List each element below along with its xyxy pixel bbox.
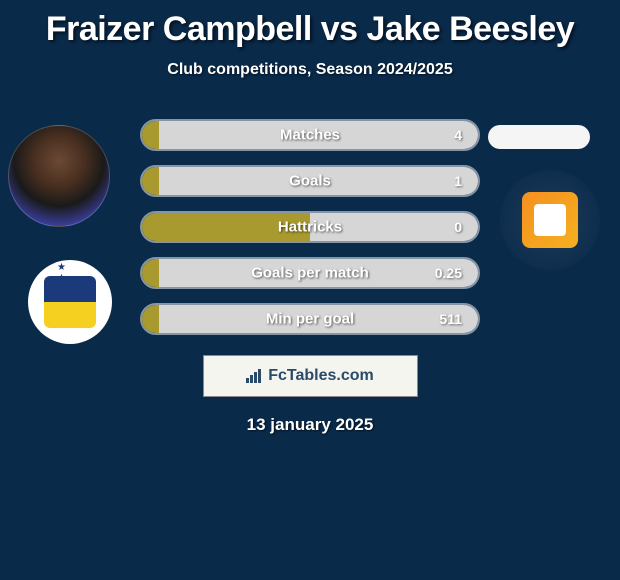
stat-label: Hattricks — [278, 219, 342, 236]
stat-value-right: 4 — [454, 127, 462, 143]
stat-row: Min per goal 511 — [140, 303, 480, 335]
stat-bar-left — [142, 121, 159, 149]
stat-row: Hattricks 0 — [140, 211, 480, 243]
page-subtitle: Club competitions, Season 2024/2025 — [0, 61, 620, 79]
stat-label: Matches — [280, 127, 340, 144]
player-right-avatar — [488, 125, 590, 149]
page-title: Fraizer Campbell vs Jake Beesley — [0, 0, 620, 49]
stat-row: Matches 4 — [140, 119, 480, 151]
brand-text: FcTables.com — [268, 367, 374, 385]
player-right-club-crest — [500, 170, 600, 270]
stat-value-right: 0.25 — [435, 265, 462, 281]
stat-value-right: 1 — [454, 173, 462, 189]
stat-bar-left — [142, 305, 159, 333]
stat-label: Goals per match — [251, 265, 369, 282]
stat-bar-left — [142, 259, 159, 287]
bars-icon — [246, 369, 264, 383]
stat-label: Min per goal — [266, 311, 354, 328]
player-left-avatar — [8, 125, 110, 227]
brand-badge: FcTables.com — [203, 355, 418, 397]
stat-value-right: 0 — [454, 219, 462, 235]
stat-label: Goals — [289, 173, 331, 190]
stat-row: Goals per match 0.25 — [140, 257, 480, 289]
date-line: 13 january 2025 — [0, 415, 620, 435]
stat-row: Goals 1 — [140, 165, 480, 197]
stat-bar-left — [142, 167, 159, 195]
stat-value-right: 511 — [439, 311, 462, 327]
player-left-club-crest — [28, 260, 112, 344]
